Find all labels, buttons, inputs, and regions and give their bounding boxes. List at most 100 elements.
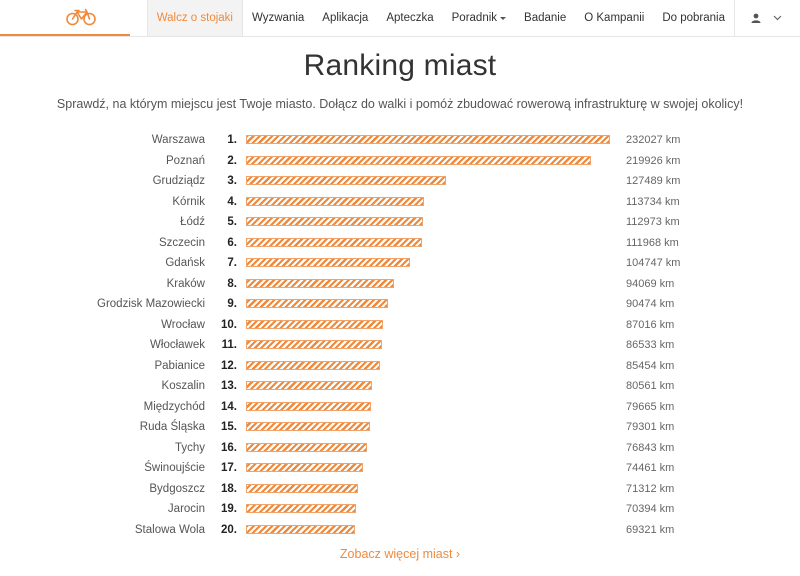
nav-item-aplikacja[interactable]: Aplikacja xyxy=(313,0,377,36)
city-name: Ruda Śląska xyxy=(139,421,205,433)
distance-bar xyxy=(246,196,424,206)
distance-value: 79665 km xyxy=(626,400,675,413)
ranking-row: Poznań 2. 219926 km xyxy=(0,152,800,173)
ranking-row: Kórnik 4. 113734 km xyxy=(0,193,800,214)
more-cities-container: Zobacz więcej miast › xyxy=(0,547,800,561)
nav-item-do-pobrania[interactable]: Do pobrania xyxy=(653,0,734,36)
ranking-row: Jarocin 19. 70394 km xyxy=(0,500,800,521)
distance-bar xyxy=(246,299,388,308)
distance-bar xyxy=(246,401,371,411)
nav-label: Apteczka xyxy=(386,12,434,24)
ranking-row: Gdańsk 7. 104747 km xyxy=(0,254,800,275)
distance-value: 71312 km xyxy=(626,482,675,495)
rank-number: 17. xyxy=(221,462,237,474)
distance-bar xyxy=(246,422,370,431)
distance-bar xyxy=(246,524,355,534)
rank-number: 7. xyxy=(227,257,237,269)
nav-label: Poradnik xyxy=(451,12,498,24)
nav-item-o-kampanii[interactable]: O Kampanii xyxy=(575,0,653,36)
distance-value: 74461 km xyxy=(626,462,675,474)
city-name: Kraków xyxy=(166,277,205,290)
rank-number: 9. xyxy=(227,298,237,310)
ranking-row: Łódź 5. 112973 km xyxy=(0,213,800,234)
user-icon xyxy=(751,13,761,23)
ranking-row: Świnoujście 17. 74461 km xyxy=(0,459,800,480)
rank-number: 15. xyxy=(221,421,237,433)
city-name: Wrocław xyxy=(161,318,205,331)
user-menu-button[interactable] xyxy=(734,0,800,36)
rank-number: 4. xyxy=(227,195,237,208)
city-name: Tychy xyxy=(174,441,205,454)
distance-bar xyxy=(246,381,372,390)
distance-value: 87016 km xyxy=(626,318,675,331)
ranking-row: Stalowa Wola 20. 69321 km xyxy=(0,521,800,542)
ranking-row: Szczecin 6. 111968 km xyxy=(0,234,800,255)
distance-value: 232027 km xyxy=(626,134,681,146)
nav-label: Wyzwania xyxy=(251,12,305,24)
city-name: Świnoujście xyxy=(144,462,205,474)
city-name: Warszawa xyxy=(151,134,205,146)
nav-item-apteczka[interactable]: Apteczka xyxy=(377,0,442,36)
distance-bar xyxy=(246,258,410,267)
distance-bar xyxy=(246,155,591,165)
ranking-row: Włocławek 11. 86533 km xyxy=(0,336,800,357)
distance-bar xyxy=(246,360,380,370)
rank-number: 14. xyxy=(221,400,237,413)
city-name: Kórnik xyxy=(172,195,205,208)
distance-value: 127489 km xyxy=(626,175,681,187)
nav-label: Aplikacja xyxy=(322,12,369,24)
ranking-row: Tychy 16. 76843 km xyxy=(0,439,800,460)
distance-value: 79301 km xyxy=(626,421,675,433)
distance-value: 80561 km xyxy=(626,380,675,392)
city-name: Gdańsk xyxy=(165,257,205,269)
rank-number: 6. xyxy=(227,236,237,249)
distance-value: 85454 km xyxy=(626,359,675,372)
bicycle-logo-icon xyxy=(66,8,96,26)
city-name: Grodzisk Mazowiecki xyxy=(97,298,205,310)
distance-bar xyxy=(246,135,610,144)
ranking-row: Ruda Śląska 15. 79301 km xyxy=(0,418,800,439)
ranking-row: Bydgoszcz 18. 71312 km xyxy=(0,480,800,501)
distance-bar xyxy=(246,463,363,472)
city-name: Grudziądz xyxy=(152,175,205,187)
nav-item-badanie[interactable]: Badanie xyxy=(515,0,575,36)
site-logo[interactable] xyxy=(0,0,130,36)
page-subtitle: Sprawdź, na którym miejscu jest Twoje mi… xyxy=(56,97,744,111)
nav-item-walcz-o-stojaki[interactable]: Walcz o stojaki xyxy=(146,0,243,36)
distance-bar xyxy=(246,340,382,349)
city-name: Włocławek xyxy=(150,339,205,351)
rank-number: 2. xyxy=(227,154,237,167)
distance-value: 90474 km xyxy=(626,298,675,310)
distance-bar xyxy=(246,483,358,493)
distance-value: 219926 km xyxy=(626,154,681,167)
main-nav: Walcz o stojaki Wyzwania Aplikacja Aptec… xyxy=(146,0,800,36)
chevron-down-icon xyxy=(773,15,782,21)
ranking-row: Kraków 8. 94069 km xyxy=(0,275,800,296)
distance-value: 69321 km xyxy=(626,523,675,536)
distance-bar xyxy=(246,442,367,452)
nav-item-wyzwania[interactable]: Wyzwania xyxy=(243,0,313,36)
ranking-row: Pabianice 12. 85454 km xyxy=(0,357,800,378)
distance-bar xyxy=(246,278,394,288)
ranking-row: Międzychód 14. 79665 km xyxy=(0,398,800,419)
city-name: Stalowa Wola xyxy=(134,523,205,536)
ranking-row: Grudziądz 3. 127489 km xyxy=(0,172,800,193)
distance-value: 70394 km xyxy=(626,503,675,515)
city-name: Poznań xyxy=(165,154,205,167)
city-name: Międzychód xyxy=(143,400,205,413)
nav-item-poradnik[interactable]: Poradnik xyxy=(443,0,515,36)
distance-value: 86533 km xyxy=(626,339,675,351)
rank-number: 19. xyxy=(221,503,237,515)
rank-number: 20. xyxy=(221,523,237,536)
city-name: Szczecin xyxy=(158,236,205,249)
more-cities-link[interactable]: Zobacz więcej miast › xyxy=(339,547,461,561)
ranking-row: Wrocław 10. 87016 km xyxy=(0,316,800,337)
city-name: Łódź xyxy=(180,216,205,228)
city-ranking-list: Warszawa 1. 232027 km Poznań 2. 219926 km Grud… xyxy=(0,131,800,541)
rank-number: 12. xyxy=(221,359,237,372)
rank-number: 8. xyxy=(227,277,237,290)
rank-number: 11. xyxy=(221,339,237,351)
nav-label: Walcz o stojaki xyxy=(156,12,233,24)
city-name: Koszalin xyxy=(161,380,205,392)
caret-down-icon xyxy=(500,16,507,20)
